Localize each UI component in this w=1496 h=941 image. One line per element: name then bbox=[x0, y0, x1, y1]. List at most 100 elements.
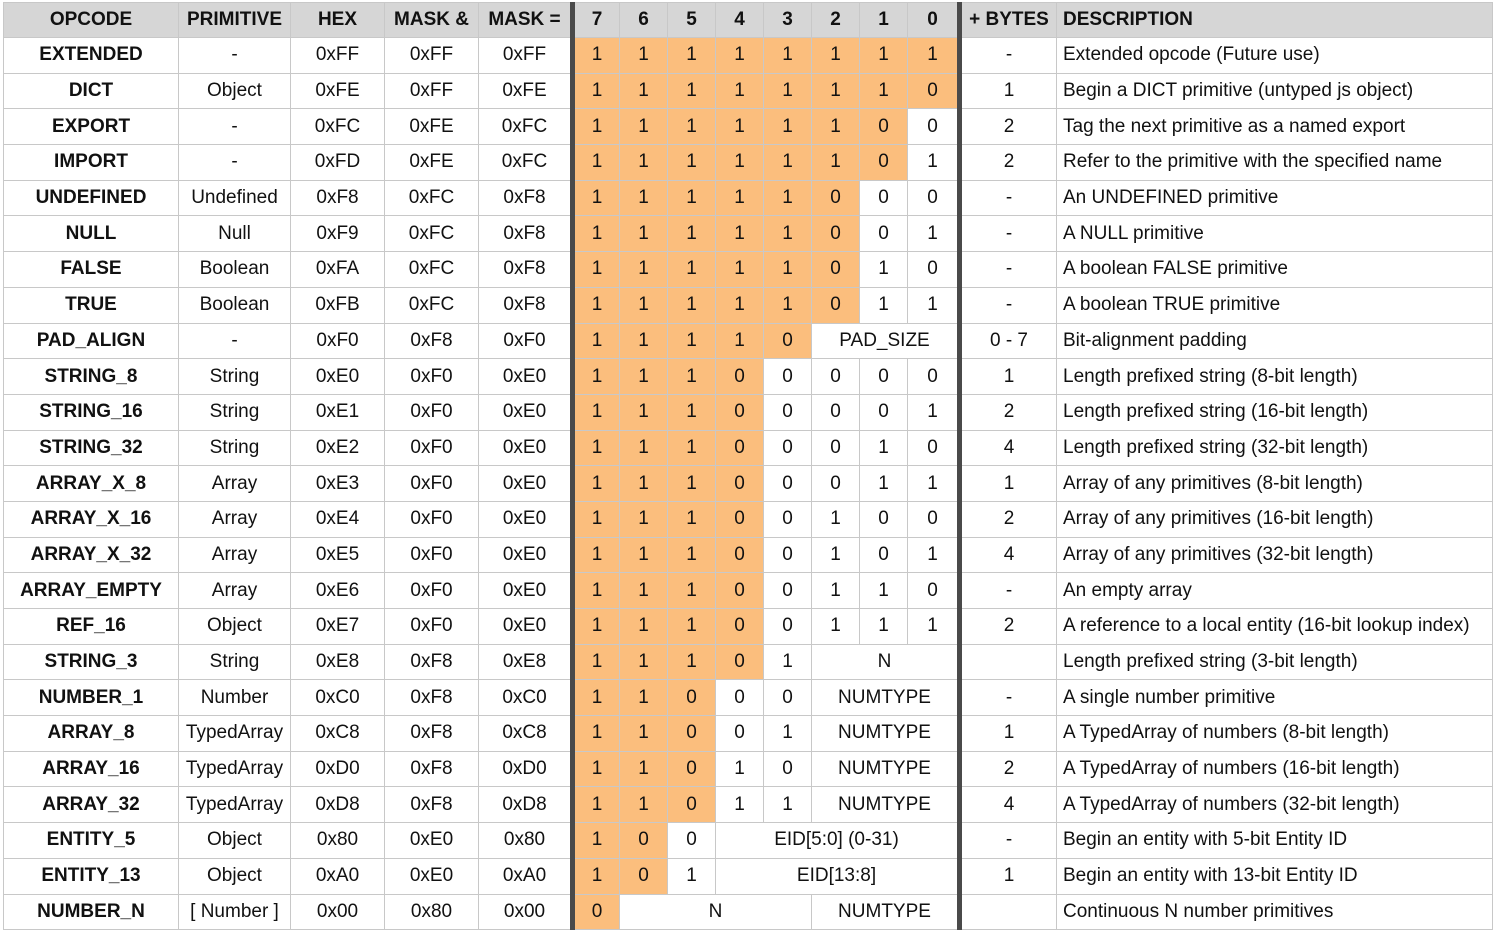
bit-cell: 0 bbox=[907, 108, 962, 146]
bit-cell: 0 bbox=[907, 179, 962, 217]
bit-cell: 0 bbox=[907, 429, 962, 467]
bit-cell-highlighted: 1 bbox=[811, 37, 860, 74]
header-bit-6: 6 bbox=[619, 2, 668, 38]
hex-cell: 0xE1 bbox=[290, 393, 385, 431]
mask-and-cell: 0xFC bbox=[384, 251, 479, 288]
opcode-cell: EXTENDED bbox=[3, 37, 179, 74]
bit-cell: EID[5:0] (0-31) bbox=[715, 822, 962, 859]
bit-cell-highlighted: 0 bbox=[715, 358, 764, 395]
primitive-cell: Null bbox=[178, 215, 291, 253]
bit-cell: 1 bbox=[715, 750, 764, 788]
bit-cell-highlighted: 0 bbox=[715, 536, 764, 574]
hex-cell: 0xC0 bbox=[290, 679, 385, 717]
header-mask-and: MASK & bbox=[384, 2, 479, 38]
description-cell: Length prefixed string (3-bit length) bbox=[1056, 643, 1493, 681]
bit-cell-highlighted: 1 bbox=[619, 500, 668, 538]
mask-eq-cell: 0xF8 bbox=[478, 215, 573, 253]
bit-cell-highlighted: 1 bbox=[667, 393, 716, 431]
mask-and-cell: 0xFC bbox=[384, 179, 479, 217]
hex-cell: 0xE0 bbox=[290, 358, 385, 395]
opcode-cell: ENTITY_5 bbox=[3, 822, 179, 859]
description-cell: Refer to the primitive with the specifie… bbox=[1056, 144, 1493, 181]
bit-cell-highlighted: 1 bbox=[570, 286, 620, 324]
bytes-cell: 2 bbox=[959, 144, 1057, 181]
bit-cell: 0 bbox=[715, 715, 764, 752]
bytes-cell: 1 bbox=[959, 72, 1057, 110]
bit-cell-highlighted: 1 bbox=[715, 179, 764, 217]
mask-and-cell: 0xE0 bbox=[384, 822, 479, 859]
bit-cell: 0 bbox=[859, 179, 908, 217]
mask-eq-cell: 0xE0 bbox=[478, 572, 573, 609]
bit-cell-highlighted: 0 bbox=[667, 679, 716, 717]
bit-cell-highlighted: 1 bbox=[570, 643, 620, 681]
mask-and-cell: 0xFF bbox=[384, 37, 479, 74]
bit-cell: 0 bbox=[715, 679, 764, 717]
bit-cell: 1 bbox=[907, 286, 962, 324]
description-cell: A TypedArray of numbers (16-bit length) bbox=[1056, 750, 1493, 788]
mask-eq-cell: 0xD0 bbox=[478, 750, 573, 788]
bit-cell-highlighted: 1 bbox=[715, 108, 764, 146]
bit-cell-highlighted: 1 bbox=[619, 465, 668, 502]
mask-eq-cell: 0x00 bbox=[478, 893, 573, 931]
header-mask-eq: MASK = bbox=[478, 2, 573, 38]
description-cell: Begin an entity with 13-bit Entity ID bbox=[1056, 857, 1493, 895]
bit-cell-highlighted: 1 bbox=[715, 144, 764, 181]
bit-cell-highlighted: 1 bbox=[570, 500, 620, 538]
table-row: ARRAY_32 TypedArray 0xD8 0xF8 0xD8 1 1 0 1 1 NUMTY… bbox=[3, 786, 1493, 824]
bytes-cell: 2 bbox=[959, 108, 1057, 146]
opcode-cell: ARRAY_32 bbox=[3, 786, 179, 824]
primitive-cell: Boolean bbox=[178, 251, 291, 288]
bytes-cell bbox=[959, 893, 1057, 931]
mask-and-cell: 0xF8 bbox=[384, 786, 479, 824]
bit-cell-highlighted: 0 bbox=[715, 643, 764, 681]
opcode-cell: ARRAY_EMPTY bbox=[3, 572, 179, 609]
primitive-cell: Boolean bbox=[178, 286, 291, 324]
bit-cell: 1 bbox=[811, 572, 860, 609]
mask-eq-cell: 0xF8 bbox=[478, 286, 573, 324]
bit-cell: 1 bbox=[859, 286, 908, 324]
bytes-cell: - bbox=[959, 251, 1057, 288]
description-cell: A boolean FALSE primitive bbox=[1056, 251, 1493, 288]
bit-cell-highlighted: 1 bbox=[570, 251, 620, 288]
table-row: ARRAY_X_32 Array 0xE5 0xF0 0xE0 1 1 1 0 0 1 0 1 4 Arra… bbox=[3, 536, 1493, 574]
bit-cell: 0 bbox=[859, 500, 908, 538]
bit-cell-highlighted: 1 bbox=[619, 72, 668, 110]
bit-cell-highlighted: 1 bbox=[763, 179, 812, 217]
bit-cell-highlighted: 1 bbox=[619, 251, 668, 288]
bit-cell-highlighted: 0 bbox=[667, 750, 716, 788]
primitive-cell: Array bbox=[178, 536, 291, 574]
opcode-cell: ARRAY_16 bbox=[3, 750, 179, 788]
bit-cell-highlighted: 1 bbox=[570, 322, 620, 360]
header-bit-5: 5 bbox=[667, 2, 716, 38]
primitive-cell: TypedArray bbox=[178, 715, 291, 752]
bit-cell-highlighted: 1 bbox=[763, 251, 812, 288]
bytes-cell: - bbox=[959, 572, 1057, 609]
bytes-cell: - bbox=[959, 179, 1057, 217]
hex-cell: 0xFF bbox=[290, 37, 385, 74]
hex-cell: 0xE7 bbox=[290, 608, 385, 645]
bit-cell-highlighted: 1 bbox=[667, 179, 716, 217]
bit-cell: 0 bbox=[859, 536, 908, 574]
bytes-cell: 2 bbox=[959, 500, 1057, 538]
opcode-cell: ARRAY_8 bbox=[3, 715, 179, 752]
description-cell: A TypedArray of numbers (8-bit length) bbox=[1056, 715, 1493, 752]
primitive-cell: Array bbox=[178, 465, 291, 502]
bytes-cell: - bbox=[959, 215, 1057, 253]
table-row: STRING_8 String 0xE0 0xF0 0xE0 1 1 1 0 0 0 0 0 1 Lengt… bbox=[3, 358, 1493, 395]
bit-cell: 1 bbox=[907, 215, 962, 253]
bit-cell: 1 bbox=[907, 465, 962, 502]
table-row: TRUE Boolean 0xFB 0xFC 0xF8 1 1 1 1 1 0 1 1- A boolea… bbox=[3, 286, 1493, 324]
bit-cell: 0 bbox=[667, 822, 716, 859]
hex-cell: 0xA0 bbox=[290, 857, 385, 895]
bit-cell: 0 bbox=[763, 536, 812, 574]
bit-cell: 1 bbox=[859, 465, 908, 502]
mask-eq-cell: 0xA0 bbox=[478, 857, 573, 895]
bit-cell-highlighted: 1 bbox=[715, 322, 764, 360]
bit-cell-highlighted: 1 bbox=[619, 322, 668, 360]
table-row: DICT Object 0xFE 0xFF 0xFE 1 1 1 1 1 1 1 0 1 Begin a D… bbox=[3, 72, 1493, 110]
mask-eq-cell: 0xE0 bbox=[478, 536, 573, 574]
bit-cell-highlighted: 1 bbox=[619, 37, 668, 74]
description-cell: Tag the next primitive as a named export bbox=[1056, 108, 1493, 146]
bit-cell-highlighted: 1 bbox=[667, 608, 716, 645]
description-cell: Extended opcode (Future use) bbox=[1056, 37, 1493, 74]
